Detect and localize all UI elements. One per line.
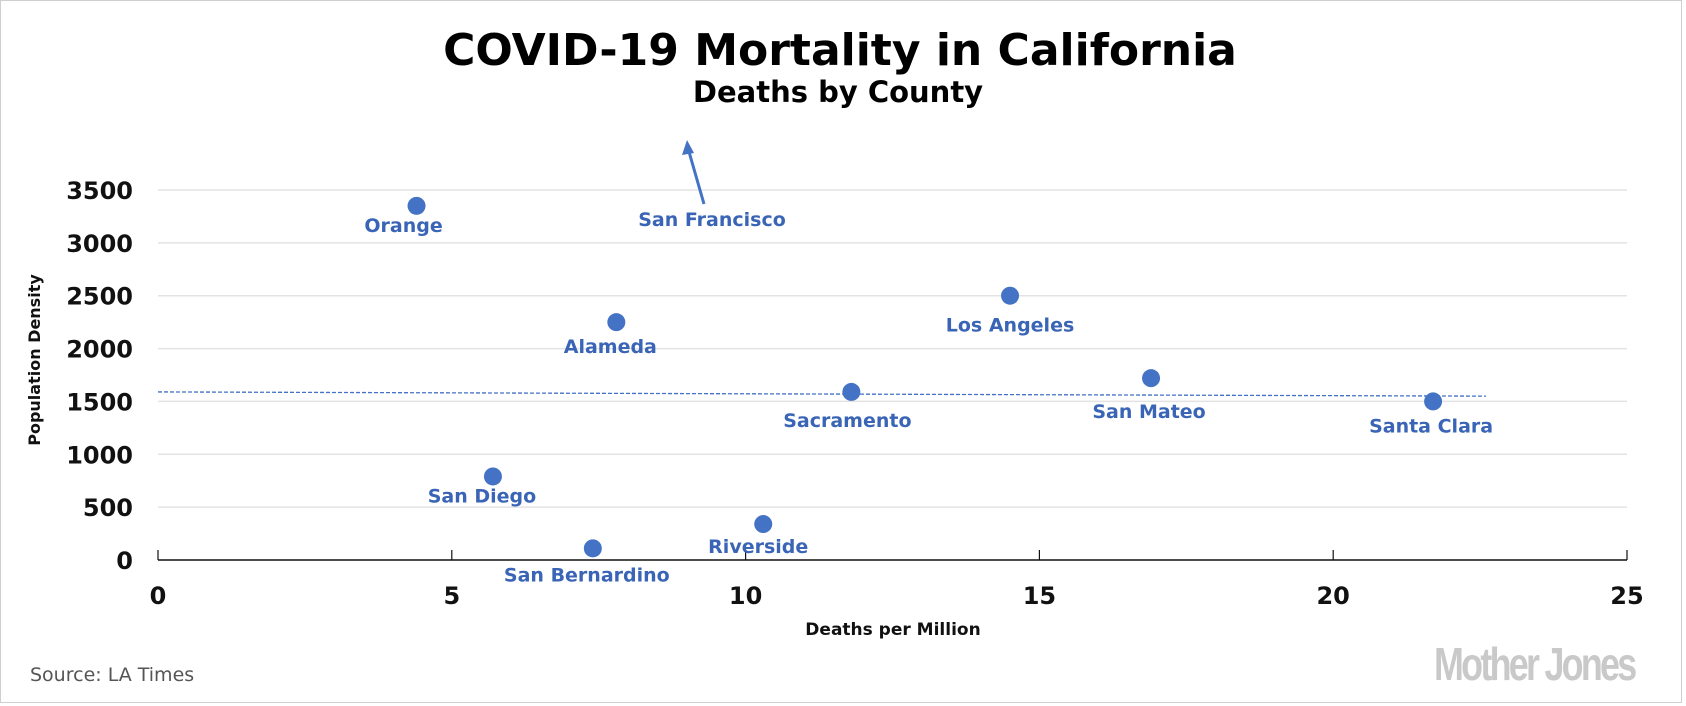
- x-tick-label: 25: [1610, 582, 1643, 610]
- x-tick-label: 0: [150, 582, 167, 610]
- mother-jones-logo: Mother Jones: [1434, 638, 1637, 690]
- data-point: [842, 382, 861, 401]
- data-point: [407, 196, 426, 215]
- point-label: Sacramento: [783, 410, 911, 432]
- x-tick-label: 20: [1316, 582, 1349, 610]
- point-label: San Mateo: [1092, 401, 1205, 423]
- point-label: San Bernardino: [504, 564, 670, 586]
- point-label: San Francisco: [638, 209, 786, 231]
- offscale-annotation: San Francisco: [638, 140, 786, 231]
- y-tick-label: 2000: [66, 336, 133, 364]
- y-tick-label: 1000: [66, 441, 133, 469]
- data-point: [483, 467, 502, 486]
- y-axis-label: Population Density: [25, 274, 44, 446]
- point-label: Riverside: [708, 536, 808, 558]
- arrow-shaft: [687, 149, 706, 205]
- data-point: [607, 313, 626, 332]
- chart-subtitle: Deaths by County: [693, 75, 983, 109]
- data-point: [1142, 369, 1161, 388]
- chart-title: COVID-19 Mortality in California: [443, 25, 1237, 76]
- x-tick-labels: 0 5 10 15 20 25: [150, 582, 1644, 610]
- point-label: San Diego: [428, 485, 536, 507]
- point-label: Orange: [364, 215, 442, 237]
- arrow-up-icon: [682, 140, 694, 155]
- point-label: Santa Clara: [1369, 415, 1493, 437]
- point-label: Los Angeles: [946, 315, 1075, 337]
- point-labels: Orange Alameda Los Angeles Sacramento San Ma…: [364, 215, 1493, 587]
- y-tick-label: 2500: [66, 283, 133, 311]
- x-tick-label: 10: [729, 582, 762, 610]
- data-point: [583, 539, 602, 558]
- y-tick-label: 3000: [66, 230, 133, 258]
- axes: [157, 550, 1628, 561]
- x-tick-label: 15: [1023, 582, 1056, 610]
- data-point: [754, 515, 773, 534]
- y-tick-labels: 0 500 1000 1500 2000 2500 3000 3500: [66, 177, 133, 575]
- trendline: [157, 391, 1486, 397]
- x-axis-label: Deaths per Million: [805, 620, 980, 640]
- trendline-group: [157, 391, 1486, 397]
- x-tick-label: 5: [443, 582, 460, 610]
- data-point: [1001, 286, 1020, 305]
- data-points: [407, 196, 1443, 558]
- y-tick-label: 1500: [66, 388, 133, 416]
- source-note: Source: LA Times: [30, 664, 195, 686]
- y-tick-label: 0: [116, 547, 133, 575]
- y-tick-label: 500: [83, 494, 133, 522]
- data-point: [1424, 392, 1443, 411]
- gridlines: [158, 189, 1627, 508]
- y-tick-label: 3500: [66, 177, 133, 205]
- point-label: Alameda: [564, 336, 657, 358]
